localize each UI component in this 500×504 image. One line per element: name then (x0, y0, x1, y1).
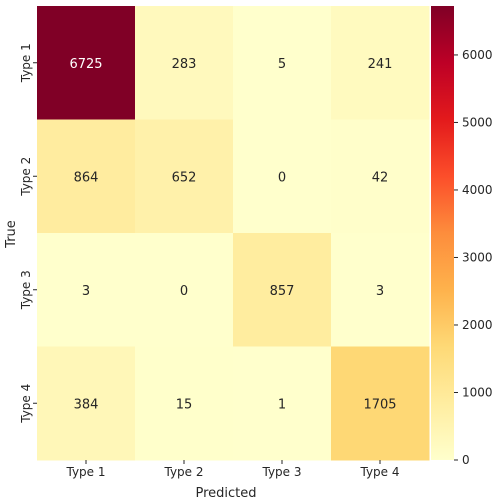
heatmap-cell (233, 233, 332, 347)
colorbar-tick-label: 1000 (462, 385, 493, 399)
colorbar (431, 6, 454, 460)
cell-value-label: 241 (368, 57, 393, 72)
heatmap-cell (37, 6, 136, 120)
cell-value-label: 857 (270, 284, 295, 299)
heatmap-cell (135, 346, 234, 461)
x-tick-label: Type 4 (359, 465, 399, 479)
heatmap-cell (37, 119, 136, 234)
x-tick-label: Type 3 (261, 465, 301, 479)
heatmap-cell (135, 233, 234, 347)
heatmap-cell (331, 233, 430, 347)
x-tick-label: Type 2 (163, 465, 203, 479)
cell-value-label: 3 (376, 284, 384, 299)
y-tick-label: Type 2 (19, 157, 33, 197)
cell-value-label: 6725 (69, 57, 102, 72)
heatmap-cell (233, 346, 332, 461)
y-axis-label: True (4, 220, 19, 249)
cell-value-label: 15 (176, 397, 193, 412)
cell-value-label: 283 (172, 57, 197, 72)
heatmap-cells: 6725 283 5 241 864 652 0 42 3 0 857 3 384 15 1 1705 (37, 6, 430, 461)
cell-value-label: 1705 (363, 397, 396, 412)
cell-value-label: 1 (278, 397, 286, 412)
cell-value-label: 652 (172, 170, 197, 185)
heatmap-cell (37, 233, 136, 347)
heatmap-cell (331, 119, 430, 234)
x-tick-label: Type 1 (65, 465, 105, 479)
y-tick-label: Type 3 (19, 270, 33, 310)
colorbar-tick-label: 4000 (462, 183, 493, 197)
x-tick-labels: Type 1 Type 2 Type 3 Type 4 (65, 460, 400, 479)
colorbar-ticks: 0 1000 2000 3000 4000 5000 6000 (454, 48, 493, 467)
y-tick-labels: Type 1 Type 2 Type 3 Type 4 (19, 43, 37, 424)
colorbar-tick-label: 6000 (462, 48, 493, 62)
cell-value-label: 0 (278, 170, 286, 185)
cell-value-label: 864 (74, 170, 99, 185)
cell-value-label: 384 (74, 397, 99, 412)
colorbar-tick-label: 0 (462, 453, 470, 467)
heatmap-cell (233, 6, 332, 120)
heatmap-cell (233, 119, 332, 234)
colorbar-tick-label: 5000 (462, 115, 493, 129)
heatmap-cell (331, 346, 430, 461)
cell-value-label: 42 (372, 170, 389, 185)
heatmap-cell (37, 346, 136, 461)
y-tick-label: Type 1 (19, 43, 33, 83)
heatmap-cell (135, 119, 234, 234)
cell-value-label: 3 (82, 284, 90, 299)
y-tick-label: Type 4 (19, 384, 33, 424)
heatmap-cell (135, 6, 234, 120)
heatmap-cell (331, 6, 430, 120)
cell-value-label: 5 (278, 57, 286, 72)
x-axis-label: Predicted (195, 486, 256, 501)
colorbar-tick-label: 2000 (462, 318, 493, 332)
cell-value-label: 0 (180, 284, 188, 299)
colorbar-tick-label: 3000 (462, 250, 493, 264)
